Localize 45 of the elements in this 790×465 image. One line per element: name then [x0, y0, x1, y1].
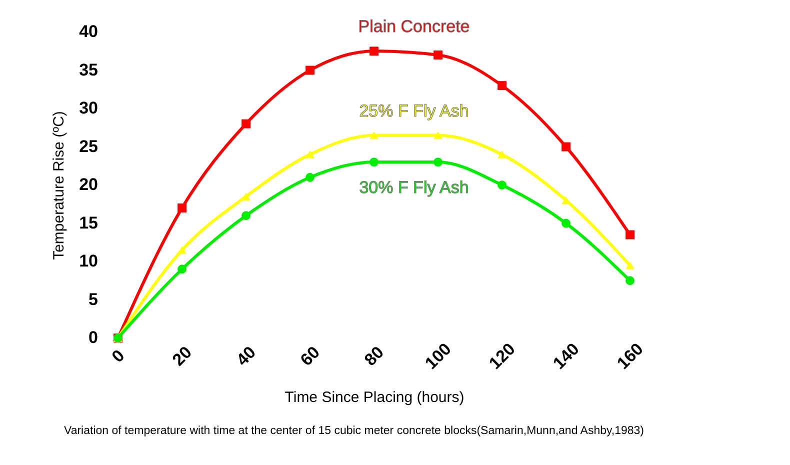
- x-tick-label: 140: [549, 339, 583, 373]
- point: [626, 230, 634, 240]
- point: [498, 150, 506, 158]
- series-label: 30% F Fly Ash: [359, 178, 469, 198]
- point: [178, 264, 186, 274]
- x-tick-label: 20: [168, 342, 196, 370]
- text: Variation of temperature with time at the center of 15 cubic meter concrete blocks(Samarin,Munn,and Ashby,1983): [64, 425, 644, 437]
- y-tick-label: 5: [88, 290, 98, 309]
- point: [434, 158, 442, 167]
- point: [242, 119, 250, 128]
- x-tick-label: 40: [232, 342, 260, 370]
- x-tick-label: 60: [296, 342, 324, 370]
- x-tick-label: 80: [360, 342, 388, 370]
- point: [626, 276, 634, 286]
- x-axis-title: Time Since Placing (hours): [284, 389, 464, 406]
- point: [178, 246, 186, 254]
- x-tick-label: 160: [613, 339, 647, 373]
- y-tick-label: 20: [79, 175, 98, 194]
- point: [306, 66, 314, 75]
- y-tick-label: 30: [79, 98, 98, 118]
- series-label: 25% F Fly Ash: [359, 101, 469, 120]
- point: [562, 142, 570, 152]
- x-tick-label: 0: [108, 346, 128, 366]
- point: [434, 131, 442, 140]
- y-tick-label: 10: [79, 252, 98, 270]
- point: [178, 203, 186, 212]
- point: [562, 218, 570, 228]
- point: [434, 50, 442, 60]
- y-axis-title: Temperature Rise (ºC): [50, 111, 68, 260]
- point: [370, 46, 378, 56]
- point: [498, 180, 506, 190]
- y-tick-label: 15: [79, 213, 98, 232]
- y-tick-label: 25: [79, 136, 98, 156]
- x-tick-label: 120: [485, 339, 519, 373]
- y-tick-label: 35: [79, 60, 98, 80]
- point: [498, 81, 506, 90]
- x-tick-label: 100: [421, 339, 455, 373]
- point: [370, 158, 378, 167]
- point: [242, 211, 250, 220]
- point: [626, 261, 634, 270]
- series-label: Plain Concrete: [358, 17, 470, 36]
- y-tick-label: 40: [79, 22, 98, 41]
- point: [370, 131, 378, 140]
- point: [306, 172, 314, 182]
- point: [306, 150, 314, 158]
